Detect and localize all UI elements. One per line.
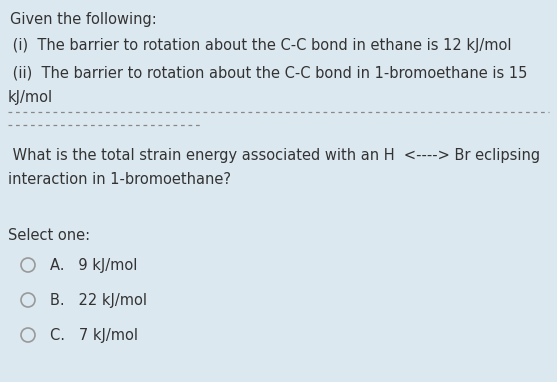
Text: (ii)  The barrier to rotation about the C-C bond in 1-bromoethane is 15: (ii) The barrier to rotation about the C… [8, 65, 527, 80]
Text: What is the total strain energy associated with an H  <----> Br eclipsing: What is the total strain energy associat… [8, 148, 540, 163]
Text: (i)  The barrier to rotation about the C-C bond in ethane is 12 kJ/mol: (i) The barrier to rotation about the C-… [8, 38, 511, 53]
Text: C.   7 kJ/mol: C. 7 kJ/mol [50, 328, 138, 343]
Text: kJ/mol: kJ/mol [8, 90, 53, 105]
Text: A.   9 kJ/mol: A. 9 kJ/mol [50, 258, 138, 273]
Text: Select one:: Select one: [8, 228, 90, 243]
Text: interaction in 1-bromoethane?: interaction in 1-bromoethane? [8, 172, 231, 187]
Text: Given the following:: Given the following: [10, 12, 157, 27]
Text: B.   22 kJ/mol: B. 22 kJ/mol [50, 293, 147, 308]
